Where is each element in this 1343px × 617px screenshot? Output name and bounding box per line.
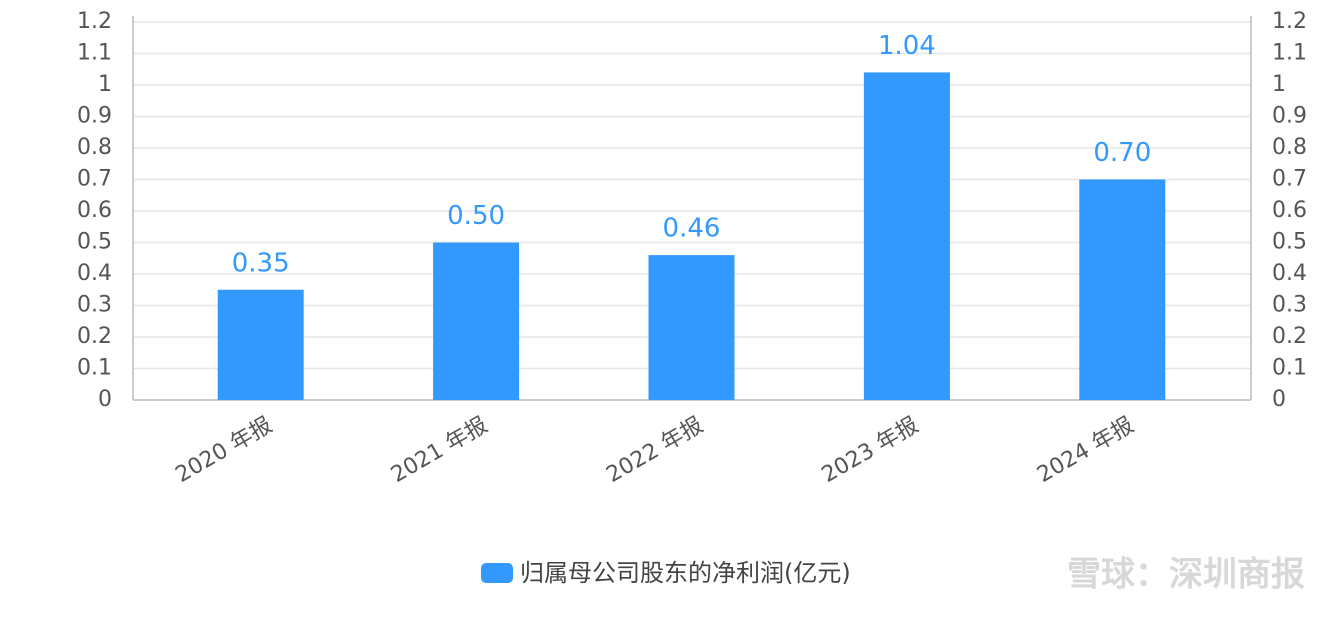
legend-swatch: [481, 563, 513, 583]
x-tick-label: 2020 年报: [172, 413, 277, 488]
y2-tick-label: 1: [1272, 72, 1286, 97]
y-tick-label: 1.1: [77, 41, 112, 66]
bar: [648, 255, 735, 400]
y2-tick-label: 1.1: [1272, 41, 1307, 66]
y2-tick-label: 0.2: [1272, 324, 1307, 349]
value-label: 0.35: [232, 248, 290, 278]
legend-label: 归属母公司股东的净利润(亿元): [520, 559, 851, 587]
y2-tick-label: 0.4: [1272, 261, 1307, 286]
y-tick-label: 0.3: [77, 293, 112, 318]
y2-tick-label: 0.1: [1272, 356, 1307, 381]
y-tick-label: 0.4: [77, 261, 112, 286]
x-tick-label: 2022 年报: [602, 413, 707, 488]
y-tick-label: 0.9: [77, 104, 112, 129]
watermark: 雪球：深圳商报: [1067, 555, 1305, 595]
bar: [863, 72, 950, 401]
y2-tick-label: 0: [1272, 387, 1286, 412]
y2-tick-label: 0.5: [1272, 230, 1307, 255]
y2-tick-label: 0.7: [1272, 167, 1307, 192]
y-tick-label: 0.6: [77, 198, 112, 223]
value-label: 0.46: [663, 214, 721, 244]
value-label: 0.50: [447, 201, 505, 231]
y-tick-label: 0.2: [77, 324, 112, 349]
bar: [1079, 179, 1166, 400]
y-tick-label: 1: [98, 72, 112, 97]
y2-tick-label: 1.2: [1272, 9, 1307, 34]
bar: [217, 289, 304, 400]
y-tick-label: 0: [98, 387, 112, 412]
y2-tick-label: 0.6: [1272, 198, 1307, 223]
y-tick-label: 0.7: [77, 167, 112, 192]
x-tick-label: 2023 年报: [818, 413, 923, 488]
value-label: 0.70: [1093, 138, 1151, 168]
y2-tick-label: 0.9: [1272, 104, 1307, 129]
y-tick-label: 0.1: [77, 356, 112, 381]
y2-tick-label: 0.8: [1272, 135, 1307, 160]
x-tick-label: 2021 年报: [387, 413, 492, 488]
y-tick-label: 0.8: [77, 135, 112, 160]
value-label: 1.04: [878, 31, 936, 61]
y2-tick-label: 0.3: [1272, 293, 1307, 318]
x-tick-label: 2024 年报: [1033, 413, 1138, 488]
bar: [433, 242, 520, 400]
y-tick-label: 0.5: [77, 230, 112, 255]
y-tick-label: 1.2: [77, 9, 112, 34]
